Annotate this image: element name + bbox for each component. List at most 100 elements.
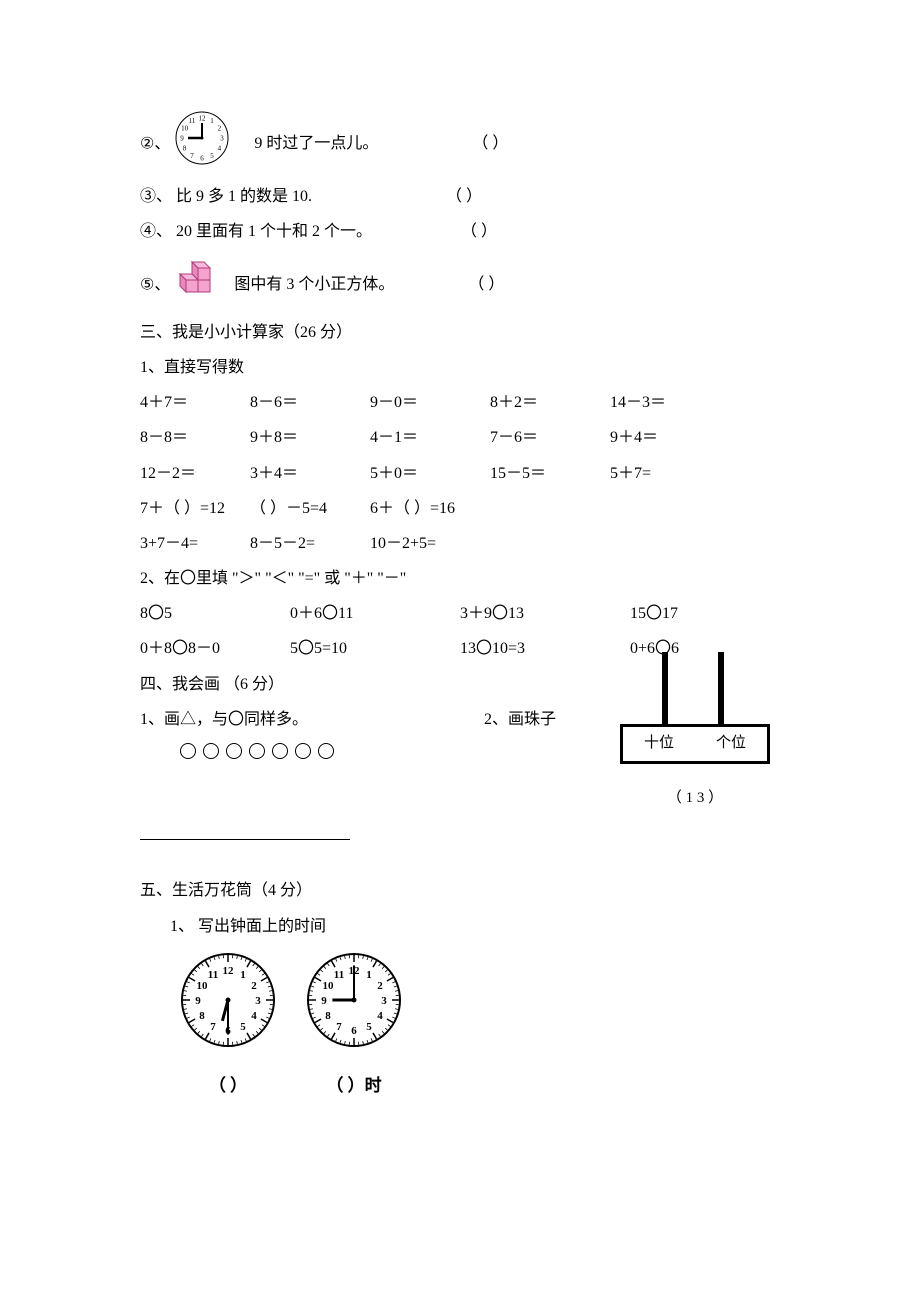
q2-paren[interactable]: （ ） (472, 126, 508, 161)
calc-cell[interactable]: 15－5＝ (490, 456, 610, 491)
calc-cell[interactable]: 8－8＝ (140, 420, 250, 455)
calc-cell[interactable]: 5〇5=10 (290, 631, 460, 666)
abacus-area: 十位 个位 （ 1 3 ） (600, 652, 790, 815)
section-4-body: 十位 个位 （ 1 3 ） 1、画△，与〇同样多。 2、画珠子 (140, 702, 790, 854)
circle-icon (203, 743, 219, 759)
q4-paren[interactable]: （ ） (461, 214, 497, 249)
circle-icon (272, 743, 288, 759)
section-5-title: 五、生活万花筒（4 分） (140, 873, 790, 908)
calc-cell[interactable]: 0＋6〇11 (290, 596, 460, 631)
answer-line[interactable] (140, 839, 350, 840)
svg-text:9: 9 (321, 995, 327, 1007)
abacus-bottom-label: （ 1 3 ） (600, 782, 790, 815)
clock-caption[interactable]: （ ） (180, 1067, 276, 1104)
clock-block: 123456789101112（ ） (180, 952, 276, 1105)
s4-right: 2、画珠子 (484, 711, 556, 728)
q5-text: 图中有 3 个小正方体。 (234, 276, 394, 293)
clock-caption[interactable]: （ ）时 (306, 1067, 402, 1104)
svg-text:10: 10 (323, 980, 335, 992)
svg-text:7: 7 (191, 152, 195, 160)
calc-cell[interactable]: 9＋8＝ (250, 420, 370, 455)
calc-cell[interactable]: 9－0＝ (370, 385, 490, 420)
calc-row: 8－8＝9＋8＝4－1＝7－6＝9＋4＝ (140, 420, 790, 455)
svg-text:12: 12 (199, 115, 207, 123)
calc-cell[interactable]: 8＋2＝ (490, 385, 610, 420)
calc-cell[interactable]: 4＋7＝ (140, 385, 250, 420)
svg-text:4: 4 (377, 1010, 383, 1022)
svg-text:3: 3 (381, 995, 387, 1007)
calc-cell[interactable]: 8－5－2= (250, 526, 370, 561)
q4-num: ④、 (140, 223, 172, 240)
calc-cell[interactable]: 13〇10=3 (460, 631, 630, 666)
section-5-sub: 1、 写出钟面上的时间 (170, 909, 790, 944)
calc-row: 8〇50＋6〇113＋9〇1315〇17 (140, 596, 790, 631)
calc-row: 12－2＝3＋4＝5＋0＝15－5＝5＋7= (140, 456, 790, 491)
calc-cell[interactable]: 12－2＝ (140, 456, 250, 491)
section-3-1-title: 1、直接写得数 (140, 350, 790, 385)
calc-cell[interactable]: 7＋（ ）=12 (140, 491, 250, 526)
q2-text: 9 时过了一点儿。 (254, 135, 378, 152)
q3-paren[interactable]: （ ） (446, 179, 482, 214)
svg-text:12: 12 (223, 965, 235, 977)
s4-left: 1、画△，与〇同样多。 (140, 711, 308, 728)
question-5: ⑤、 图中有 3 个小正方体。 （ ） (140, 256, 790, 315)
svg-text:5: 5 (240, 1021, 246, 1033)
calc-cell[interactable]: 3+7－4= (140, 526, 250, 561)
circle-icon (249, 743, 265, 759)
calc-row: 7＋（ ）=12（ ）－5=46＋（ ）=16 (140, 491, 790, 526)
q4-text: 20 里面有 1 个十和 2 个一。 (176, 223, 372, 240)
svg-text:7: 7 (336, 1021, 342, 1033)
calc-cell[interactable]: 15〇17 (630, 596, 760, 631)
calc-cell[interactable]: 5＋7= (610, 456, 710, 491)
svg-text:2: 2 (251, 980, 257, 992)
calc-cell[interactable]: 3＋4＝ (250, 456, 370, 491)
calc-cell[interactable]: 9＋4＝ (610, 420, 710, 455)
calc-block-1: 4＋7＝8－6＝9－0＝8＋2＝14－3＝8－8＝9＋8＝4－1＝7－6＝9＋4… (140, 385, 790, 561)
clocks-row: 123456789101112（ ）123456789101112（ ）时 (180, 952, 790, 1105)
calc-cell[interactable]: 6＋（ ）=16 (370, 491, 490, 526)
calc-cell[interactable]: 0＋8〇8－0 (140, 631, 290, 666)
svg-text:8: 8 (199, 1010, 205, 1022)
calc-cell[interactable]: 3＋9〇13 (460, 596, 630, 631)
svg-text:8: 8 (183, 145, 187, 153)
svg-text:1: 1 (211, 117, 215, 125)
clock-block: 123456789101112（ ）时 (306, 952, 402, 1105)
question-3: ③、 比 9 多 1 的数是 10. （ ） (140, 179, 790, 214)
calc-cell[interactable]: 14－3＝ (610, 385, 710, 420)
svg-text:3: 3 (221, 135, 225, 143)
svg-text:2: 2 (218, 125, 222, 133)
svg-text:1: 1 (366, 969, 372, 981)
circle-icon (180, 743, 196, 759)
svg-text:10: 10 (197, 980, 209, 992)
calc-cell[interactable]: 4－1＝ (370, 420, 490, 455)
circle-icon (318, 743, 334, 759)
calc-cell[interactable]: 5＋0＝ (370, 456, 490, 491)
cubes-icon (174, 256, 226, 315)
calc-cell[interactable]: 7－6＝ (490, 420, 610, 455)
svg-text:9: 9 (181, 135, 185, 143)
svg-text:2: 2 (377, 980, 383, 992)
q3-num: ③、 (140, 188, 172, 205)
svg-text:10: 10 (182, 125, 190, 133)
q5-paren[interactable]: （ ） (468, 267, 504, 302)
section-3-2-title: 2、在〇里填 "＞" "＜" "=" 或 "＋" "－" (140, 561, 790, 596)
question-2: ②、 123456789101112 9 时过了一点儿。 （ ） (140, 110, 790, 179)
q5-num: ⑤、 (140, 276, 170, 293)
svg-text:9: 9 (195, 995, 201, 1007)
q3-text: 比 9 多 1 的数是 10. (176, 188, 312, 205)
svg-text:7: 7 (210, 1021, 216, 1033)
svg-text:5: 5 (366, 1021, 372, 1033)
calc-row: 3+7－4=8－5－2=10－2+5= (140, 526, 790, 561)
svg-text:11: 11 (334, 969, 344, 981)
calc-cell[interactable]: 8－6＝ (250, 385, 370, 420)
q2-clock: 123456789101112 (174, 110, 230, 179)
calc-cell[interactable]: 10－2+5= (370, 526, 490, 561)
calc-cell[interactable]: （ ）－5=4 (250, 491, 370, 526)
svg-text:6: 6 (201, 155, 205, 163)
abacus-icon: 十位 个位 (620, 652, 770, 772)
svg-text:3: 3 (255, 995, 261, 1007)
calc-cell[interactable]: 8〇5 (140, 596, 290, 631)
svg-text:1: 1 (240, 969, 246, 981)
svg-text:6: 6 (351, 1025, 357, 1037)
svg-text:5: 5 (211, 152, 215, 160)
